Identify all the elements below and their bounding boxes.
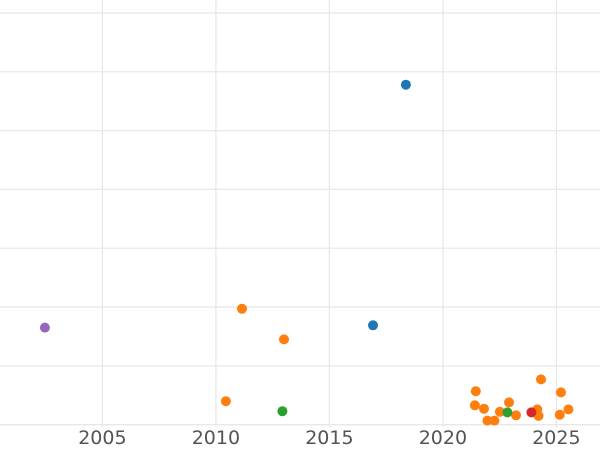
scatter-point-blue xyxy=(400,79,411,90)
scatter-point-green xyxy=(277,406,288,417)
scatter-point-orange xyxy=(470,386,481,397)
scatter-point-orange xyxy=(469,400,480,411)
scatter-point-orange xyxy=(494,406,505,417)
x-tick-label: 2005 xyxy=(78,427,126,449)
scatter-point-orange xyxy=(556,387,566,398)
scatter-point-orange xyxy=(279,334,289,345)
scatter-point-orange xyxy=(536,374,546,385)
scatter-point-orange xyxy=(482,415,493,426)
scatter-point-orange xyxy=(554,409,565,420)
scatter-point-red xyxy=(526,407,537,418)
scatter-point-orange xyxy=(489,415,500,426)
x-tick-label: 2020 xyxy=(419,427,467,449)
scatter-point-orange xyxy=(504,397,514,408)
x-tick-label: 2010 xyxy=(192,427,240,449)
scatter-point-orange xyxy=(511,410,521,421)
x-tick-label: 2015 xyxy=(305,427,353,449)
scatter-point-green xyxy=(502,407,513,418)
x-tick-label: 2025 xyxy=(532,427,580,449)
scatter-point-orange xyxy=(237,303,247,314)
scatter-point-orange xyxy=(563,404,574,415)
scatter-point-purple xyxy=(39,322,50,333)
scatter-point-blue xyxy=(368,320,378,331)
scatter-point-orange xyxy=(220,396,231,407)
scatter-point-orange xyxy=(479,403,489,414)
